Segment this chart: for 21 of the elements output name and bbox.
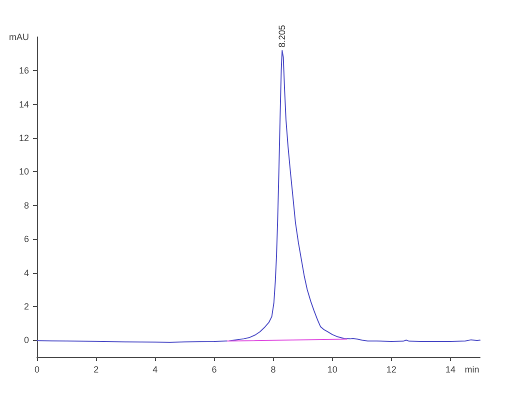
- y-tick-label: 4: [24, 268, 29, 278]
- x-tick-label: 14: [445, 364, 456, 374]
- x-tick-label: 10: [327, 364, 338, 374]
- x-axis-title: min: [464, 364, 480, 374]
- x-tick-label: 12: [386, 364, 396, 374]
- line-series: [36, 50, 480, 343]
- y-axis-title: mAU: [9, 32, 29, 42]
- y-tick-label: 12: [18, 133, 29, 144]
- y-tick-label: 10: [18, 166, 29, 177]
- y-tick-label: 0: [24, 335, 29, 346]
- y-tick-label: 14: [18, 99, 29, 110]
- x-tick-label: 0: [34, 364, 40, 374]
- y-tick-label: 8: [24, 200, 29, 210]
- y-tick-label: 6: [24, 234, 29, 244]
- annotation: 8.205: [277, 24, 288, 48]
- x-tick-label: 4: [152, 364, 158, 374]
- x-tick-label: 2: [94, 364, 99, 374]
- y-tick-label: 2: [24, 301, 29, 312]
- x-tick-label: 6: [212, 364, 217, 374]
- y-tick-label: 16: [18, 66, 29, 76]
- x-tick-label: 8: [270, 364, 276, 374]
